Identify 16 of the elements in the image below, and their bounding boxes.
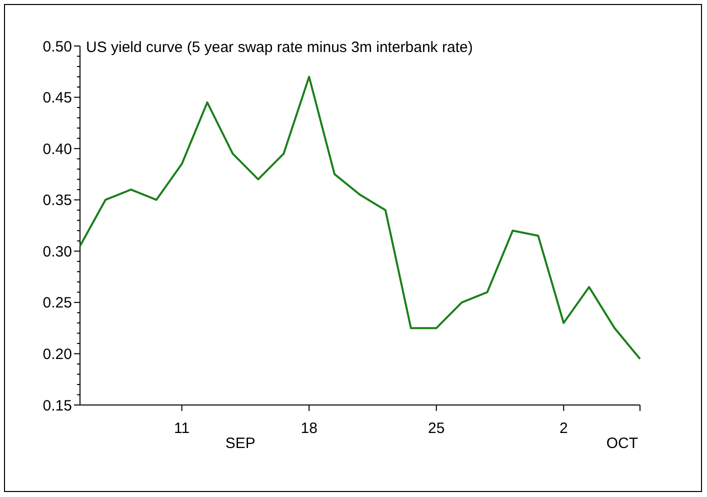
y-tick-label: 0.35 <box>42 192 72 210</box>
line-series <box>79 76 641 360</box>
x-tick-label: 2 <box>559 420 568 437</box>
x-tick-label: 25 <box>428 420 445 437</box>
y-tick-label: 0.50 <box>42 38 72 56</box>
x-tick-label: 11 <box>174 420 190 437</box>
y-tick-label: 0.20 <box>42 346 72 363</box>
text: SEP <box>225 435 256 452</box>
y-tick-label: 0.45 <box>42 90 72 107</box>
y-tick-label: 0.25 <box>42 294 72 312</box>
text: 0.15 <box>42 397 72 414</box>
chart-title: US yield curve (5 year swap rate minus 3m interbank rate) <box>86 39 473 56</box>
y-tick-label: 0.30 <box>42 243 72 260</box>
y-tick-label: 0.40 <box>42 140 72 158</box>
x-tick-label: 18 <box>300 420 318 437</box>
text: OCT <box>606 435 638 452</box>
